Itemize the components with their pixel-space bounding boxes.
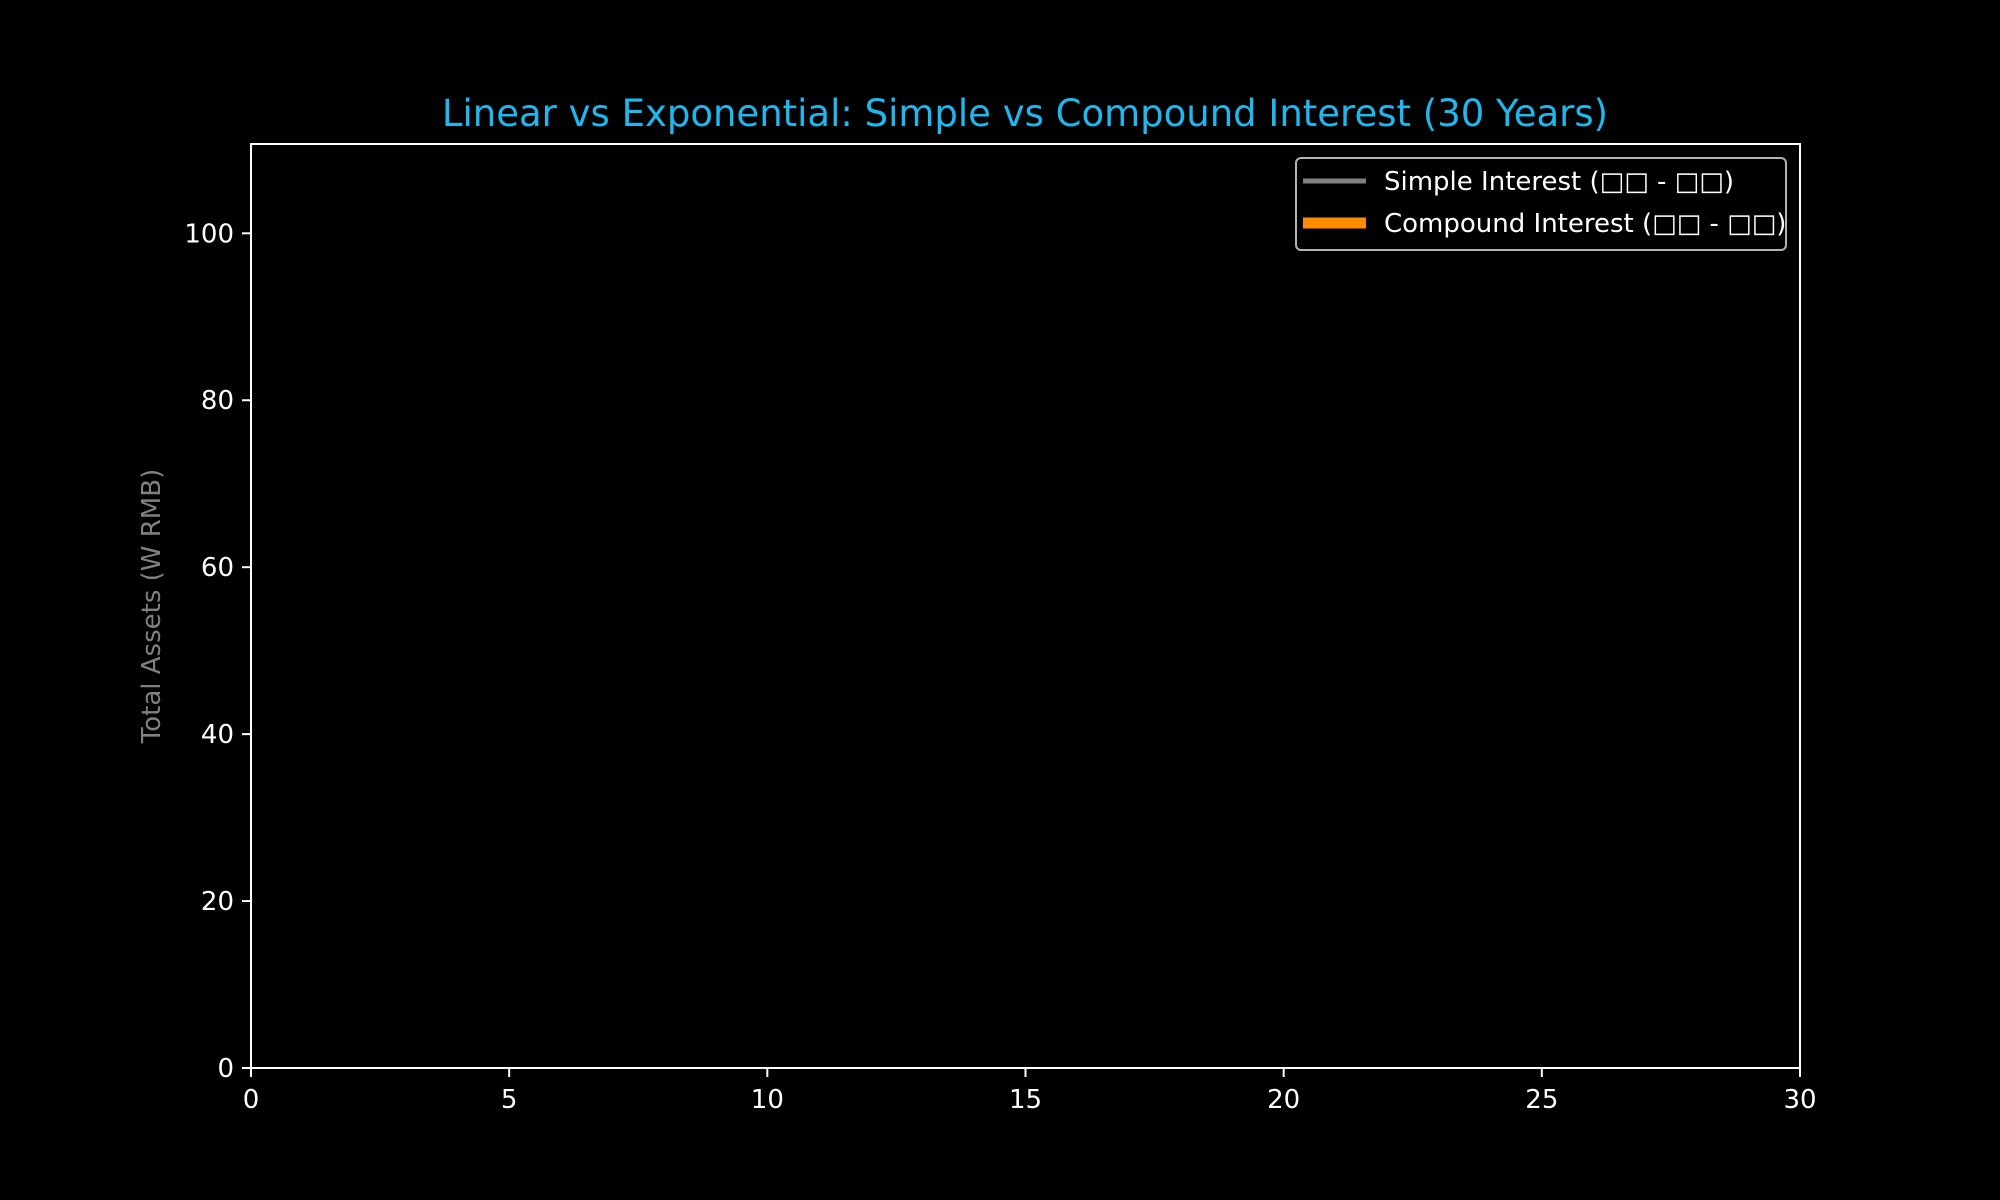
x-tick-label: 10 <box>751 1085 784 1115</box>
y-tick-label: 40 <box>201 720 234 750</box>
legend-label-2: Compound Interest (□□ - □□) <box>1384 209 1786 239</box>
y-tick-label: 60 <box>201 553 234 583</box>
axes: 0 5 10 15 20 25 30 0 20 40 60 80 100 <box>184 143 1817 1115</box>
chart-title: Linear vs Exponential: Simple vs Compoun… <box>442 92 1608 135</box>
x-tick-label: 25 <box>1525 1085 1558 1115</box>
legend-label-1: Simple Interest (□□ - □□) <box>1384 167 1734 197</box>
x-tick-label: 20 <box>1267 1085 1300 1115</box>
x-tick-label: 0 <box>243 1085 260 1115</box>
y-axis-label: Total Assets (W RMB) <box>137 469 167 744</box>
x-tick-label: 30 <box>1783 1085 1816 1115</box>
y-tick-label: 20 <box>201 887 234 917</box>
y-tick-label: 100 <box>184 219 234 249</box>
plot-frame <box>250 143 1801 1069</box>
y-tick-label: 0 <box>217 1054 234 1084</box>
legend-box <box>1295 157 1787 251</box>
x-tick-label: 15 <box>1009 1085 1042 1115</box>
legend: Simple Interest (□□ - □□) Compound Intere… <box>1295 157 1787 251</box>
x-tick-label: 5 <box>501 1085 518 1115</box>
y-tick-label: 80 <box>201 386 234 416</box>
